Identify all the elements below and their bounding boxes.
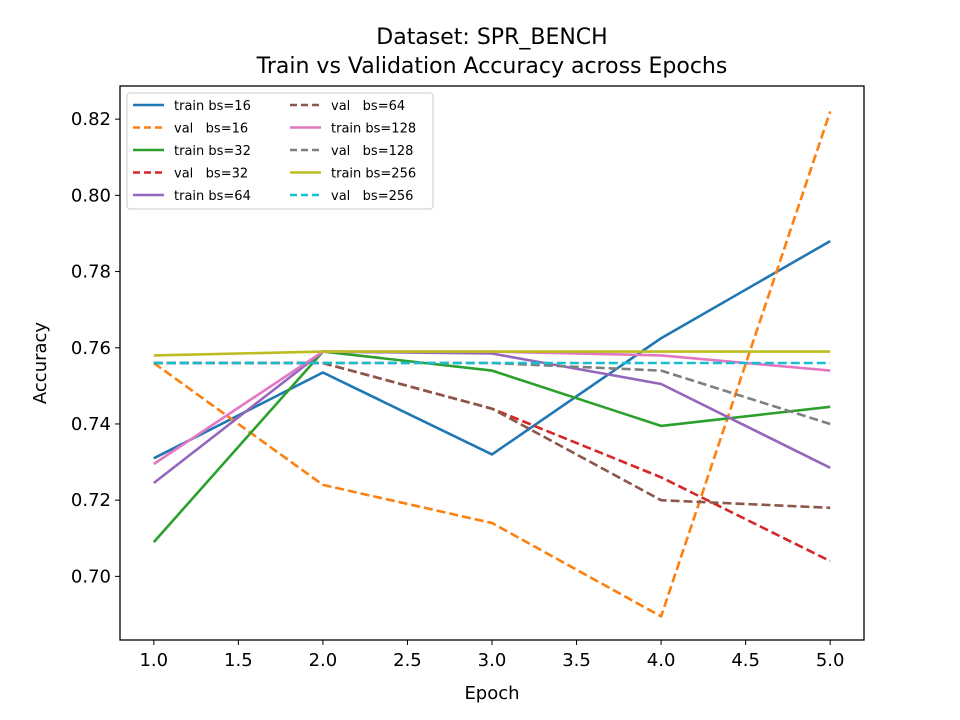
x-tick-label: 4.0: [647, 650, 676, 671]
x-axis-label: Epoch: [464, 683, 519, 704]
legend: train bs=16 val bs=16 train bs=32 val bs=32…: [126, 92, 434, 210]
legend-label-6: train bs=128: [331, 122, 416, 137]
y-tick-label: 0.74: [71, 414, 111, 435]
y-axis-ticks: 0.70 0.72 0.74 0.76 0.78 0.80 0.82: [71, 109, 120, 587]
chart-subtitle: Train vs Validation Accuracy across Epoc…: [256, 54, 728, 79]
legend-label-2: train bs=32: [174, 144, 251, 159]
x-tick-label: 5.0: [816, 650, 845, 671]
series-line-8: [153, 350, 831, 357]
y-tick-label: 0.78: [71, 262, 111, 283]
y-tick-label: 0.80: [71, 185, 111, 206]
legend-box: [126, 92, 434, 210]
series-line-1: [153, 111, 832, 618]
legend-label-1: val bs=16: [174, 122, 248, 137]
y-tick-label: 0.72: [71, 490, 111, 511]
chart-title: Dataset: SPR_BENCH: [376, 25, 607, 50]
x-tick-label: 2.5: [393, 650, 422, 671]
series-line-2: [152, 350, 831, 543]
series-line-4: [153, 350, 831, 485]
legend-label-3: val bs=32: [174, 167, 248, 182]
x-tick-label: 2.0: [309, 650, 338, 671]
y-tick-label: 0.82: [71, 109, 111, 130]
legend-label-5: val bs=64: [331, 99, 405, 114]
legend-label-8: train bs=256: [331, 167, 416, 182]
x-axis-ticks: 1.0 1.5 2.0 2.5 3.0 3.5 4.0 4.5 5.0: [139, 640, 845, 671]
y-tick-label: 0.70: [71, 566, 111, 587]
y-tick-label: 0.76: [71, 338, 111, 359]
x-tick-label: 3.0: [478, 650, 507, 671]
legend-label-0: train bs=16: [174, 99, 251, 114]
x-tick-label: 1.5: [224, 650, 253, 671]
legend-label-4: train bs=64: [174, 189, 251, 204]
series-line-0: [153, 239, 831, 460]
y-axis-label: Accuracy: [30, 322, 51, 405]
x-tick-label: 1.0: [139, 650, 168, 671]
x-tick-label: 3.5: [562, 650, 591, 671]
series-layer: [152, 111, 832, 618]
legend-label-7: val bs=128: [331, 144, 413, 159]
legend-label-9: val bs=256: [331, 189, 413, 204]
x-tick-label: 4.5: [731, 650, 760, 671]
